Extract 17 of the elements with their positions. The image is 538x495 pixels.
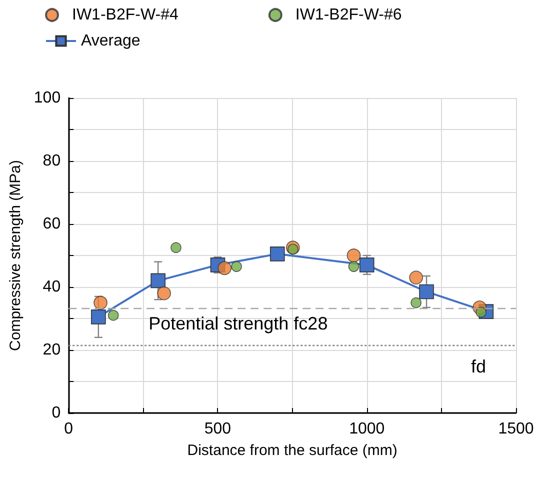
legend-label: Average	[81, 32, 140, 50]
x-tick-label: 1500	[498, 420, 534, 438]
x-tick-label: 0	[64, 420, 74, 438]
legend-label: IW1-B2F-W-#6	[295, 6, 402, 24]
y-tick-label: 80	[42, 152, 61, 170]
legend-label: IW1-B2F-W-#4	[72, 6, 178, 24]
y-tick-label: 100	[34, 90, 61, 106]
x-axis-title: Distance from the surface (mm)	[187, 442, 398, 459]
y-tick-label: 20	[42, 342, 61, 358]
y-tick-label: 60	[42, 216, 61, 232]
y-tick-label: 40	[42, 278, 61, 296]
ref-line-label: Potential strength fc28	[148, 313, 328, 334]
ref-line-label: fd	[470, 356, 486, 376]
y-tick-label: 0	[52, 404, 61, 422]
x-tick-label: 1000	[349, 420, 385, 438]
y-axis-title: Compressive strength (MPa)	[7, 160, 24, 351]
x-tick-label: 500	[204, 420, 232, 438]
